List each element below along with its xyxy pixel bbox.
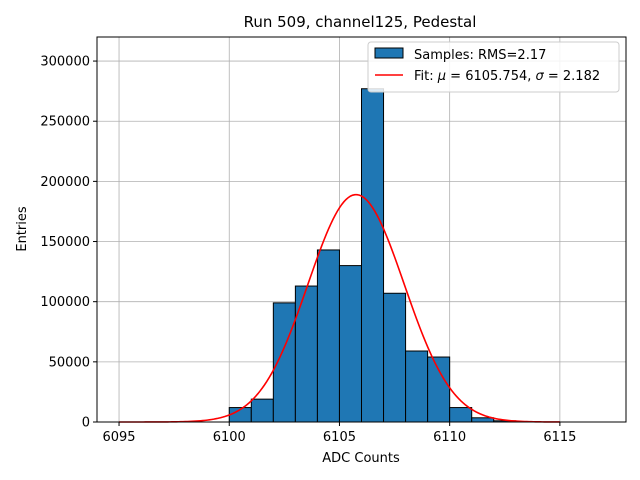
histogram-bar	[294, 285, 318, 423]
y-tick-label: 100000	[40, 295, 90, 310]
y-axis-ticks: 0 50000 100000 150000 200000 250000 300000	[40, 55, 97, 431]
legend-fit-mu-value: = 6105.754,	[446, 69, 535, 84]
chart-title: Run 509, channel125, Pedestal	[244, 13, 477, 31]
legend-box	[367, 41, 620, 93]
x-axis-label: ADC Counts	[322, 451, 400, 466]
x-tick-label: 6115	[543, 430, 576, 445]
histogram-bar	[427, 356, 451, 423]
fit-curve	[119, 193, 560, 423]
legend-fit-sigma-value: = 2.182	[544, 69, 600, 84]
legend-fit-mu-symbol: μ	[437, 69, 446, 84]
y-tick-label: 0	[82, 416, 90, 431]
y-tick-label: 50000	[49, 355, 90, 370]
x-axis-ticks: 6095 6100 6105 6110 6115	[102, 422, 576, 445]
y-tick-label: 300000	[40, 55, 90, 70]
histogram-bar	[338, 265, 363, 423]
legend: Samples: RMS=2.17 Fit: μ = 6105.754, σ =…	[367, 41, 620, 93]
legend-fit-label: Fit: μ = 6105.754, σ = 2.182	[414, 69, 600, 84]
x-tick-label: 6105	[323, 430, 356, 445]
legend-histogram-label: Samples: RMS=2.17	[414, 48, 546, 63]
histogram-bar	[361, 88, 385, 423]
legend-histogram-swatch	[374, 47, 404, 59]
legend-fit-prefix: Fit:	[414, 69, 438, 84]
x-tick-label: 6095	[102, 430, 135, 445]
y-tick-label: 150000	[40, 235, 90, 250]
x-tick-label: 6110	[433, 430, 466, 445]
histogram-bar	[383, 292, 407, 423]
plot-frame	[96, 36, 627, 423]
x-tick-label: 6100	[213, 430, 246, 445]
histogram-bar	[250, 398, 274, 423]
y-axis-label: Entries	[15, 206, 30, 252]
histogram-bar	[471, 417, 495, 423]
y-tick-label: 250000	[40, 115, 90, 130]
legend-fit-sigma-symbol: σ	[536, 69, 545, 84]
histogram-bar	[405, 350, 429, 423]
fit-curve-group	[119, 193, 560, 423]
histogram-bar	[449, 407, 473, 423]
y-tick-label: 200000	[40, 175, 90, 190]
histogram-bar	[316, 249, 340, 423]
